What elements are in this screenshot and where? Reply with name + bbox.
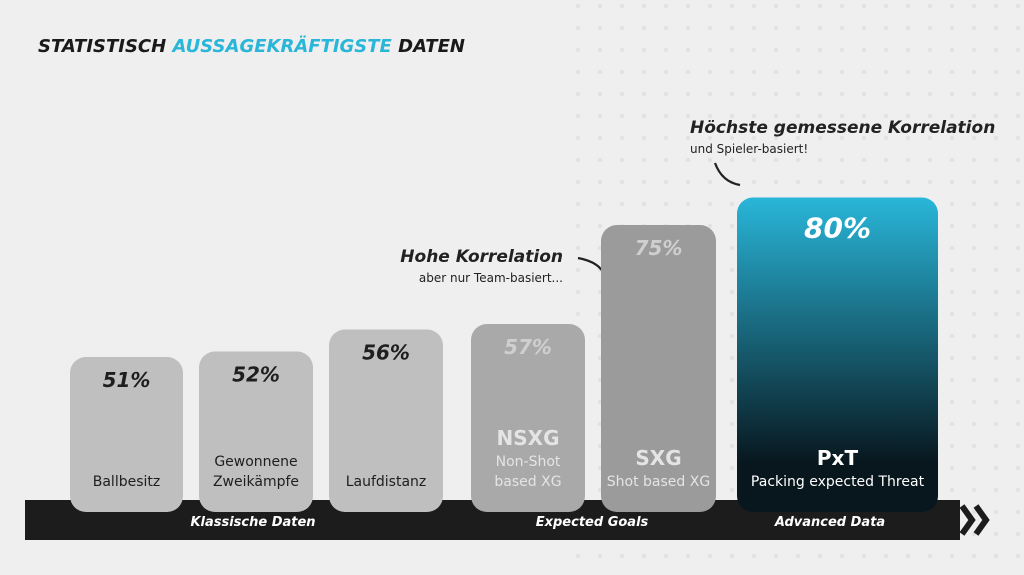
category-name: Packing expected Threat — [750, 474, 925, 490]
abbreviation: PxT — [816, 446, 859, 470]
category-name: Gewonnene Zweikämpfe — [212, 454, 300, 490]
value-label: 80% — [804, 212, 871, 245]
annotation: Hohe Korrelation aber nur Team-basiert... — [400, 247, 563, 285]
category-name: Shot based XG — [606, 474, 711, 490]
category-label: NSXG Non-Shot based XG — [486, 426, 570, 492]
abbreviation: SXG — [635, 446, 682, 470]
chart-title: STATISTISCH AUSSAGEKRÄFTIGSTE DATEN — [38, 35, 465, 57]
abbreviation: NSXG — [496, 426, 560, 450]
bar — [471, 324, 585, 512]
title-part: AUSSAGEKRÄFTIGSTE — [171, 35, 393, 57]
category-label: SXG Shot based XG — [602, 446, 715, 492]
category-name: Non-Shot based XG — [494, 454, 562, 490]
category-label: Gewonnene Zweikämpfe — [206, 452, 306, 492]
group-label: Klassische Daten — [190, 515, 315, 530]
bar — [737, 197, 938, 512]
value-label: 51% — [103, 368, 151, 392]
chevrons — [959, 504, 990, 536]
value-label: 57% — [504, 335, 552, 359]
annotation: Höchste gemessene Korrelation und Spieler… — [690, 118, 995, 156]
arrow — [713, 162, 741, 187]
annotation-title: Höchste gemessene Korrelation — [690, 118, 996, 138]
group-label: Advanced Data — [774, 515, 885, 530]
title-part: STATISTISCH — [38, 36, 166, 57]
bar — [199, 351, 313, 512]
group-label: Expected Goals — [536, 515, 649, 530]
category-name: Ballbesitz — [92, 474, 161, 490]
title-part: DATEN — [398, 36, 465, 57]
category-label: Ballbesitz — [70, 472, 183, 492]
value-label: 56% — [362, 341, 410, 365]
bar — [329, 329, 443, 512]
category-label: PxT Packing expected Threat — [738, 446, 938, 492]
annotation-title: Hohe Korrelation — [400, 247, 563, 267]
category-label: Laufdistanz — [330, 472, 443, 492]
bar — [70, 357, 183, 512]
value-label: 75% — [635, 236, 683, 260]
annotation-text: und Spieler-basiert! — [690, 142, 809, 156]
value-label: 52% — [232, 363, 280, 387]
bar — [601, 225, 716, 512]
annotation-text: aber nur Team-basiert... — [418, 271, 563, 285]
category-name: Laufdistanz — [345, 474, 427, 490]
